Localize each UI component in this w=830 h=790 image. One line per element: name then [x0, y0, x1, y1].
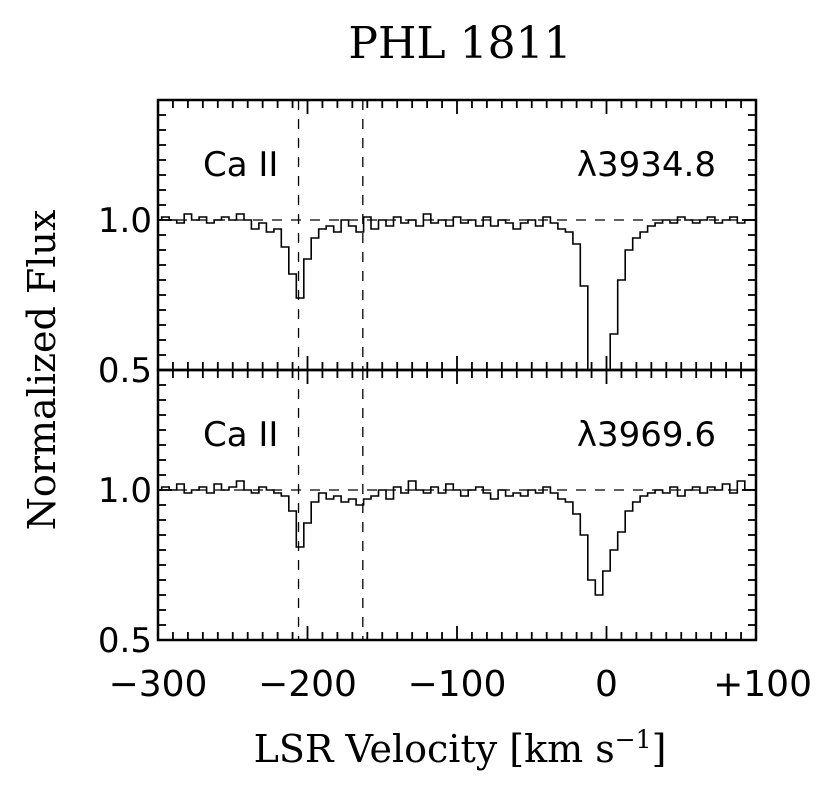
panel-top-ticks	[157, 99, 757, 371]
x-axis-label-bracket: ]	[652, 727, 667, 771]
x-tick-label: +100	[713, 664, 812, 705]
x-tick-label: −300	[109, 664, 208, 705]
x-axis-label-main: LSR Velocity [km s	[254, 727, 615, 771]
panel-bottom-ticks	[157, 369, 757, 641]
x-tick-labels: −300 −200 −100 0 +100	[109, 664, 812, 705]
panel-bottom: Ca II λ3969.6	[156, 368, 758, 642]
ion-label-bottom: Ca II	[203, 415, 278, 455]
panel-top: Ca II λ3934.8	[156, 98, 758, 372]
wavelength-label-top: λ3934.8	[577, 145, 716, 185]
y-axis-label: Normalized Flux	[20, 210, 64, 531]
y-tick-label-1: 1.0	[98, 471, 152, 511]
x-tick-label: −200	[258, 664, 357, 705]
panel-bottom-reference-lines	[158, 370, 756, 640]
y-tick-labels: 1.0 0.5 1.0 0.5	[98, 201, 152, 661]
ion-label-top: Ca II	[203, 145, 278, 185]
spectrum-line-ca2-3969	[158, 480, 756, 596]
y-tick-label-0-5: 0.5	[98, 621, 152, 661]
wavelength-label-bottom: λ3969.6	[577, 415, 716, 455]
x-tick-label: 0	[595, 664, 618, 705]
y-tick-label-1: 1.0	[98, 201, 152, 241]
panel-top-reference-lines	[158, 100, 756, 370]
y-tick-label-0-5: 0.5	[98, 351, 152, 391]
spectrum-line-ca2-3934	[158, 213, 756, 371]
x-axis-label-exponent: −1	[615, 725, 652, 754]
chart-title: PHL 1811	[348, 18, 571, 69]
panel-top-frame	[156, 98, 758, 372]
x-axis-label: LSR Velocity [km s−1]	[254, 725, 667, 771]
y-axis-label-group: Normalized Flux	[20, 210, 64, 531]
panel-bottom-frame	[156, 368, 758, 642]
x-tick-label: −100	[408, 664, 507, 705]
